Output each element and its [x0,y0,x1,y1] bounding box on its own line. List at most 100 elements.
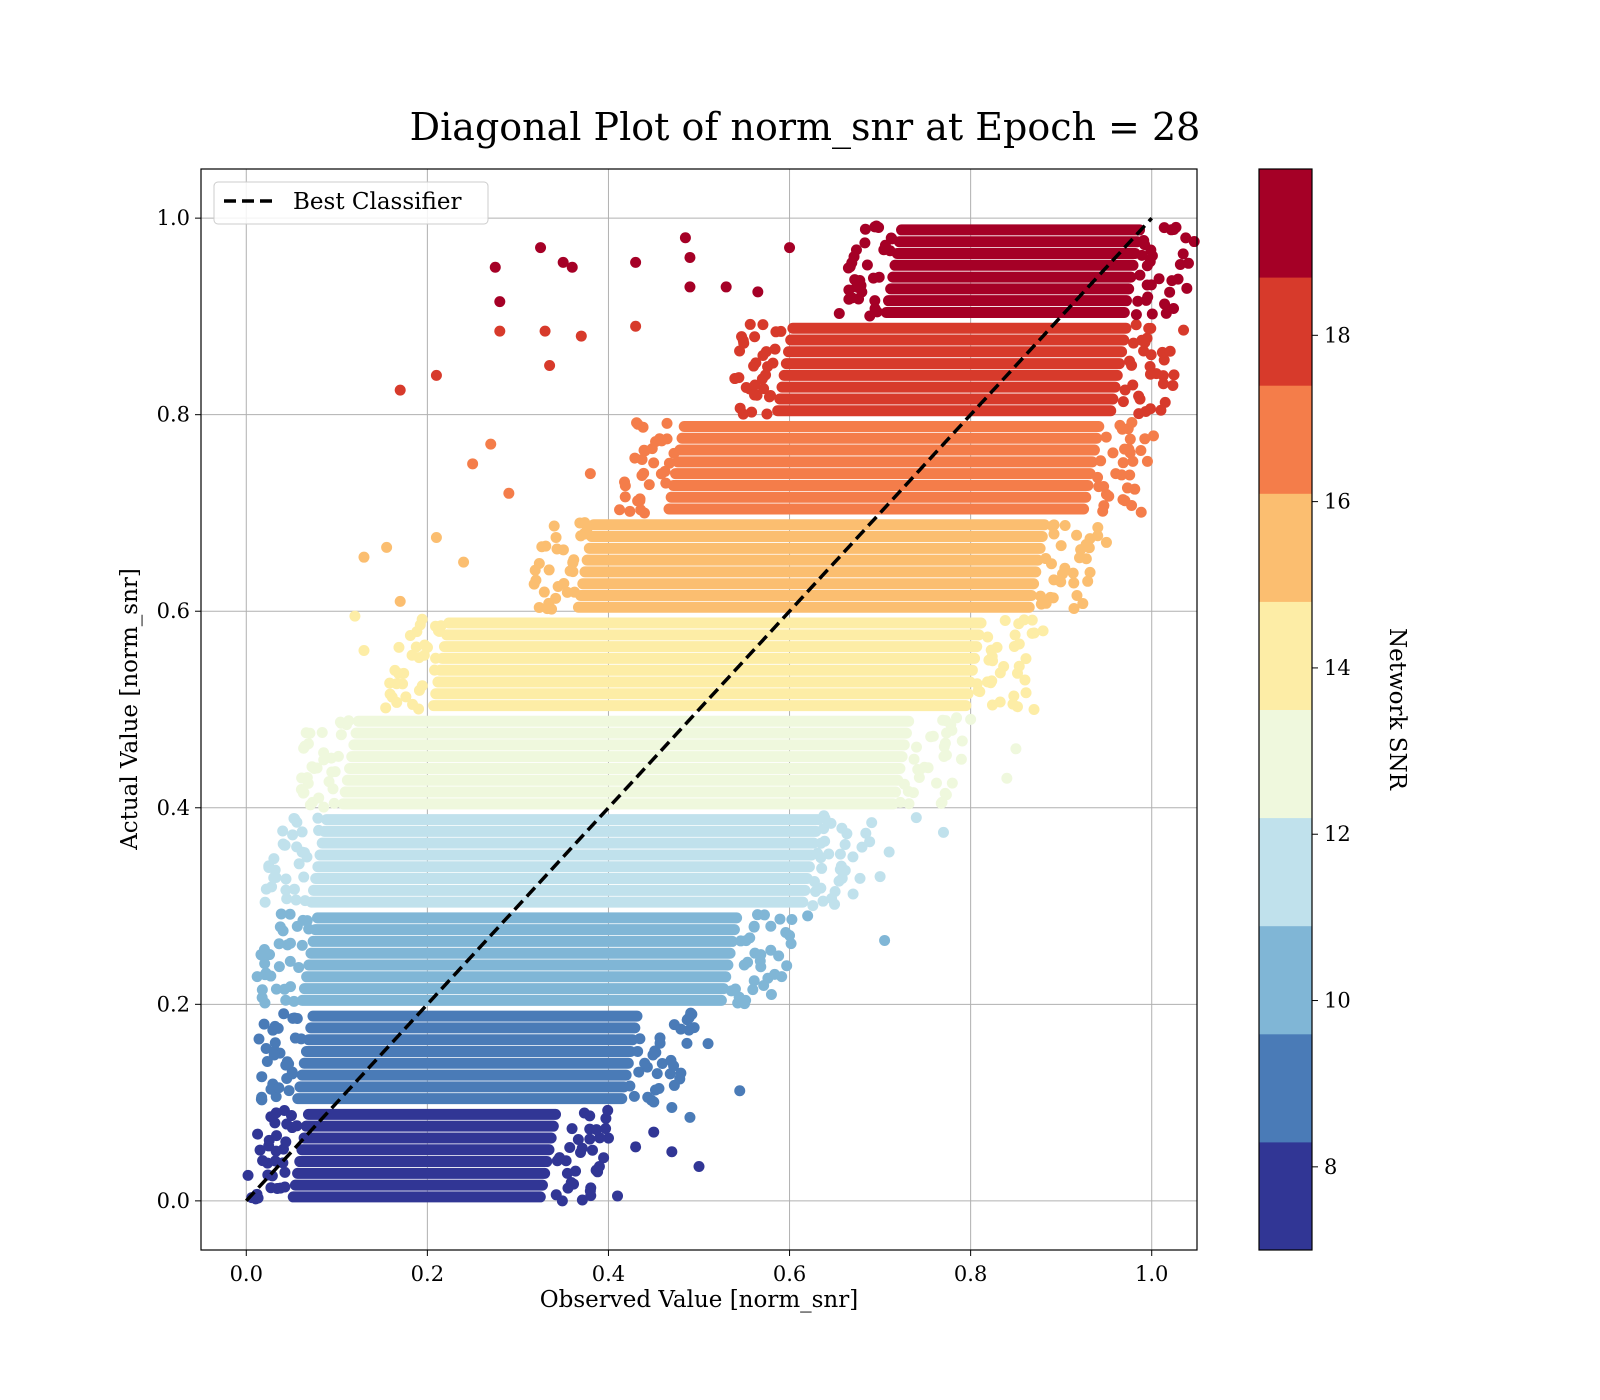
colorbar [1259,169,1312,1251]
data-point [922,762,934,774]
data-point [908,753,920,765]
data-point [1167,379,1179,391]
data-point [1164,286,1176,298]
data-point [284,908,296,920]
data-point [856,841,868,853]
snr-band-3 [259,810,949,912]
data-point [299,741,311,753]
data-point [1107,447,1119,459]
data-point [1172,273,1184,285]
data-point [833,307,845,319]
data-point [489,261,501,273]
data-point [684,1111,696,1123]
data-point [435,620,447,632]
point-cluster [348,739,910,751]
colorbar-segment [1259,385,1312,494]
data-point [1121,482,1133,494]
colorbar-segment [1259,709,1312,819]
data-point [746,406,758,418]
data-point [1071,529,1083,541]
data-point [334,716,346,728]
data-point [548,520,560,532]
data-point [1013,660,1025,672]
data-point [313,792,325,804]
data-point [946,777,958,789]
point-cluster [893,236,1143,248]
snr-band-5 [349,610,1049,715]
point-cluster [441,629,985,641]
data-point [834,863,846,875]
data-point [675,1067,687,1079]
data-point [619,491,631,503]
colorbar-tick-label: 18 [1324,323,1351,347]
data-point [823,848,835,860]
data-point [414,619,426,631]
data-point [269,1037,281,1049]
data-point [649,1084,661,1096]
data-point [648,1126,660,1138]
data-point [931,777,943,789]
point-cluster [296,1144,555,1156]
data-point [647,1049,659,1061]
point-cluster [882,295,1132,307]
data-point [911,741,923,753]
data-point [903,798,915,810]
data-point [296,826,308,838]
colorbar-segment [1259,925,1312,1035]
data-point [323,776,335,788]
data-point [1180,232,1192,244]
data-point [635,504,647,516]
data-point [260,1043,272,1055]
data-point [256,992,268,1004]
data-point [1139,239,1151,251]
data-point [281,893,293,905]
data-point [757,319,769,331]
data-point [358,645,370,657]
data-point [630,1141,642,1153]
data-point [393,641,405,653]
data-point [752,286,764,298]
data-point [633,1066,645,1078]
data-point [1009,629,1021,641]
y-tick-label: 0.2 [157,992,190,1016]
data-point [280,884,292,896]
point-cluster [577,578,1040,590]
data-point [1008,690,1020,702]
data-point [575,530,587,542]
colorbar-segment [1259,493,1312,602]
data-point [1168,303,1180,315]
data-point [829,885,841,897]
data-point [280,1136,292,1148]
data-point [576,1194,588,1206]
plot-frame [200,168,1198,1251]
data-point [1117,396,1129,408]
data-point [748,975,760,987]
data-point [316,727,328,739]
data-point [684,251,696,263]
data-point [550,592,562,604]
colorbar-frame [1258,168,1313,1251]
data-point [760,369,772,381]
data-point [1165,224,1177,236]
data-point [668,447,680,459]
data-point [750,357,762,369]
point-cluster [780,358,1125,370]
data-point [808,876,820,888]
point-cluster [309,924,740,936]
data-point [539,325,551,337]
point-cluster [774,393,1119,405]
chart-title: Diagonal Plot of norm_snr at Epoch = 28 [410,105,1201,150]
data-point [630,256,642,268]
data-point [1177,248,1189,260]
data-point [765,988,777,1000]
data-point [951,712,963,724]
data-point [729,983,741,995]
point-cluster [889,259,1139,271]
data-point [1010,743,1022,755]
data-point [864,836,876,848]
data-point [293,858,305,870]
snr-band-9 [489,220,1200,322]
x-tick-label: 0.0 [230,1262,263,1286]
point-cluster [583,542,1046,554]
